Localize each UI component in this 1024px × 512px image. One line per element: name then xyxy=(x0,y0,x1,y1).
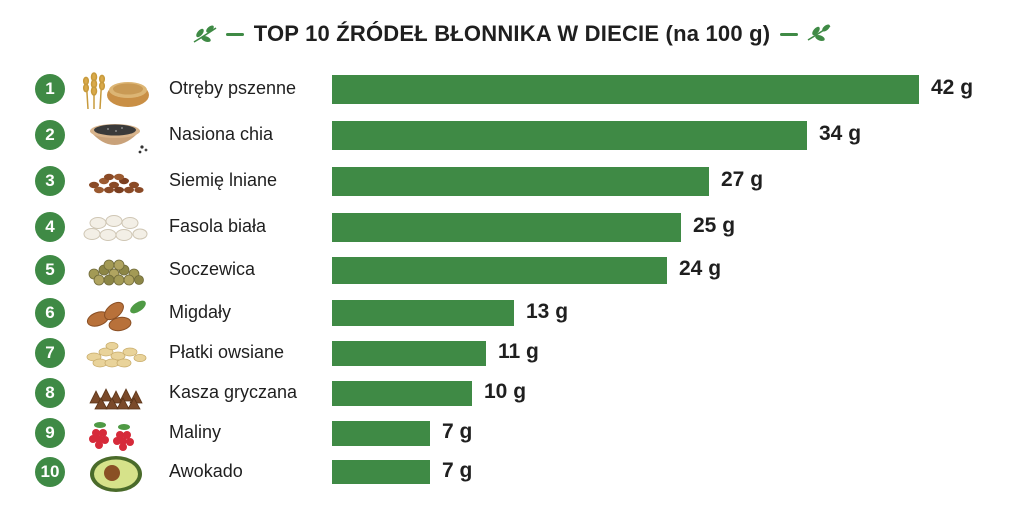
rank-badge: 7 xyxy=(35,338,65,368)
bar xyxy=(332,380,472,406)
rank-badge: 2 xyxy=(35,120,65,150)
bar xyxy=(332,74,919,104)
value-label: 24 g xyxy=(679,257,722,280)
value-label: 34 g xyxy=(819,122,862,145)
right-leaf-decoration xyxy=(780,22,834,46)
category-label: Siemię lniane xyxy=(169,170,278,190)
category-label: Płatki owsiane xyxy=(169,342,285,362)
category-label: Otręby pszenne xyxy=(169,78,297,98)
value-label: 10 g xyxy=(484,380,527,403)
buckwheat-icon xyxy=(80,371,152,415)
chart-title: TOP 10 ŹRÓDEŁ BŁONNIKA W DIECIE (na 100 … xyxy=(253,21,771,46)
category-label: Fasola biała xyxy=(169,216,267,236)
oat-flakes-icon xyxy=(80,331,152,375)
value-label: 13 g xyxy=(526,300,569,323)
leaf-sprig-icon xyxy=(193,25,217,43)
value-label: 7 g xyxy=(442,420,473,443)
rank-badge: 6 xyxy=(35,298,65,328)
bar xyxy=(332,460,430,484)
wheat-bran-icon xyxy=(80,67,152,111)
bar xyxy=(332,300,514,326)
category-label: Nasiona chia xyxy=(169,124,274,144)
rank-badge: 9 xyxy=(35,418,65,448)
flaxseed-icon xyxy=(80,159,152,203)
bar xyxy=(332,340,486,366)
rank-badge: 1 xyxy=(35,74,65,104)
lentils-icon xyxy=(80,248,152,292)
value-label: 27 g xyxy=(721,168,764,191)
bar xyxy=(332,420,430,446)
almonds-icon xyxy=(80,291,152,335)
bar xyxy=(332,166,709,196)
chia-seeds-icon xyxy=(80,113,152,157)
category-label: Kasza gryczana xyxy=(169,382,298,402)
rank-badge: 4 xyxy=(35,212,65,242)
rank-badge: 8 xyxy=(35,378,65,408)
value-label: 11 g xyxy=(498,340,539,363)
value-label: 25 g xyxy=(693,214,736,237)
raspberries-icon xyxy=(80,411,152,455)
leaf-sprig-icon xyxy=(807,24,831,41)
bar xyxy=(332,120,807,150)
category-label: Migdały xyxy=(169,302,232,322)
category-label: Soczewica xyxy=(169,259,256,279)
left-leaf-decoration xyxy=(190,22,244,46)
bar xyxy=(332,256,667,284)
category-label: Maliny xyxy=(169,422,222,442)
category-label: Awokado xyxy=(169,461,243,481)
value-label: 42 g xyxy=(931,76,974,99)
bar xyxy=(332,212,681,242)
white-beans-icon xyxy=(80,205,152,249)
avocado-icon xyxy=(80,450,152,494)
rank-badge: 10 xyxy=(35,457,65,487)
chart-header: TOP 10 ŹRÓDEŁ BŁONNIKA W DIECIE (na 100 … xyxy=(0,14,1024,54)
rank-badge: 5 xyxy=(35,255,65,285)
value-label: 7 g xyxy=(442,459,473,482)
rank-badge: 3 xyxy=(35,166,65,196)
